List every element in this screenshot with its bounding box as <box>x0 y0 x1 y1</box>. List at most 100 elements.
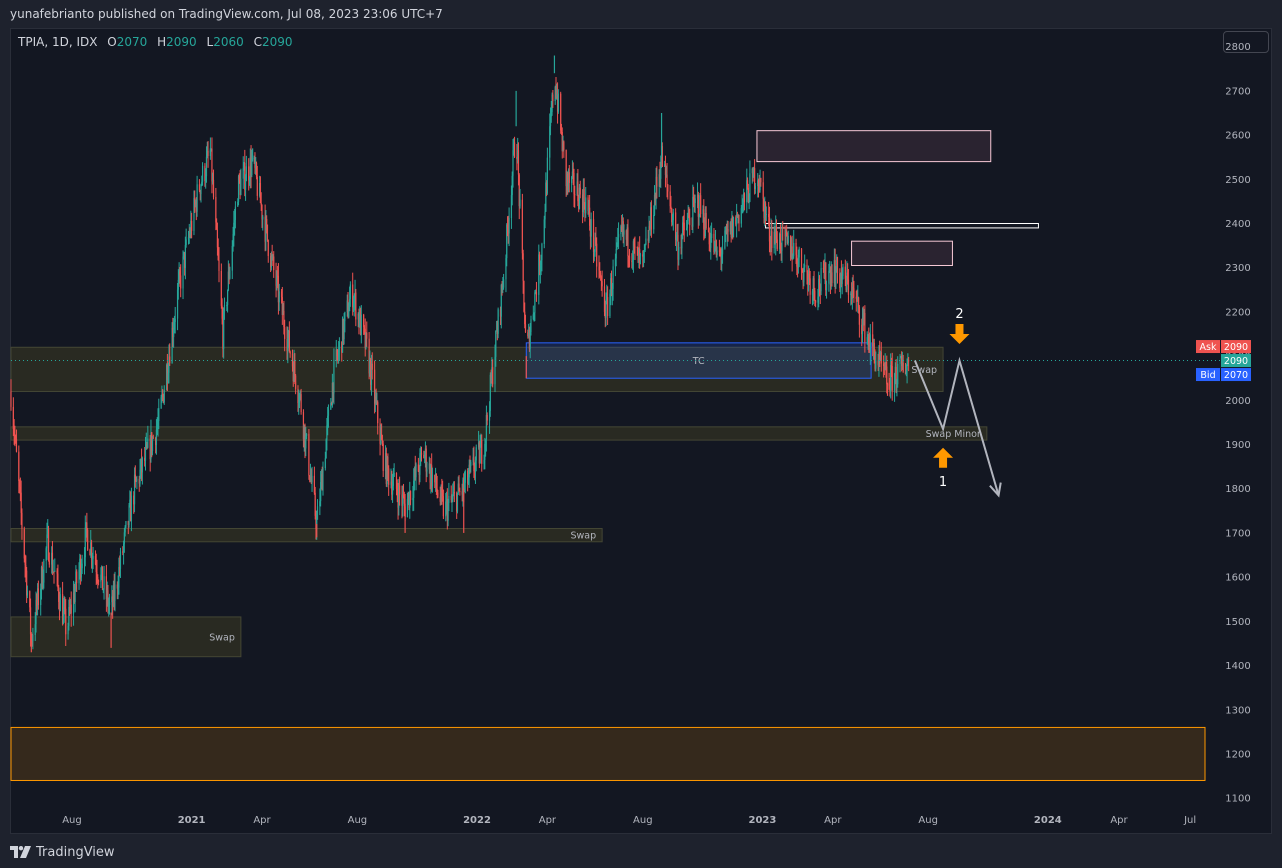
candle-body <box>67 625 69 635</box>
candle-body <box>31 638 33 642</box>
tag-ask-value: 2090 <box>1224 342 1248 353</box>
candle-body <box>445 499 448 502</box>
candle-body <box>760 178 762 183</box>
y-tick-label: 2000 <box>1225 396 1250 407</box>
candle-body <box>288 330 290 352</box>
candle-body <box>80 568 82 578</box>
candle-body <box>560 130 563 132</box>
candle-body <box>872 342 875 347</box>
candle-body <box>56 570 58 574</box>
candle-body <box>270 254 272 268</box>
x-tick-label: Apr <box>539 815 557 826</box>
candle-body <box>779 233 781 249</box>
candle-body <box>812 278 814 292</box>
candle-body <box>198 184 201 191</box>
candle-body <box>144 447 147 461</box>
candle-body <box>886 366 888 385</box>
candle-body <box>735 217 737 225</box>
candle-body <box>13 428 15 435</box>
candle-body <box>675 235 678 240</box>
candle-body <box>675 212 677 240</box>
candle-body <box>677 234 679 260</box>
candle-body <box>359 310 362 335</box>
candle-body <box>704 213 706 237</box>
candle-body <box>719 251 721 253</box>
candle-body <box>671 220 674 223</box>
candle-body <box>391 485 394 495</box>
candle-body <box>194 201 197 205</box>
candle-body <box>210 148 212 151</box>
candle-body <box>57 573 59 588</box>
candle-body <box>117 587 119 589</box>
candle-body <box>721 248 724 255</box>
candle-body <box>297 388 299 404</box>
candle-body <box>442 496 445 517</box>
candle-body <box>840 273 843 285</box>
candle-body <box>689 217 691 226</box>
candle-body <box>567 173 569 183</box>
candle-body <box>732 217 734 238</box>
candle-body <box>341 341 343 353</box>
candle-body <box>718 250 721 252</box>
candle-body <box>12 406 14 429</box>
candle-body <box>29 607 32 635</box>
candle-body <box>227 271 229 291</box>
candle-body <box>237 201 239 207</box>
tradingview-logo[interactable]: TradingView <box>10 845 115 860</box>
candle-body <box>119 567 121 569</box>
candle-body <box>501 285 503 290</box>
candle-body <box>303 424 305 440</box>
candle-body <box>850 293 853 300</box>
candle-body <box>79 558 81 570</box>
candle-body <box>261 205 263 220</box>
candle-body <box>610 278 612 294</box>
chart-control-box[interactable] <box>1223 31 1269 53</box>
candle-body <box>697 194 699 217</box>
candle-body <box>280 291 283 298</box>
candle-body <box>237 176 240 202</box>
candle-body <box>47 529 49 535</box>
candle-body <box>420 452 423 455</box>
candle-body <box>87 529 89 550</box>
candle-body <box>666 174 668 185</box>
candle-body <box>660 166 662 179</box>
candle-body <box>877 360 879 366</box>
candle-body <box>85 522 87 528</box>
y-tick-label: 2200 <box>1225 307 1250 318</box>
candle-body <box>535 292 537 294</box>
candle-body <box>150 432 152 460</box>
candle-body <box>491 367 493 381</box>
candle-body <box>327 415 329 426</box>
candle-body <box>437 492 439 497</box>
candle-body <box>311 475 313 483</box>
tradingview-brand: TradingView <box>36 844 115 860</box>
candle-body <box>217 247 219 261</box>
candle-body <box>869 334 871 353</box>
candle-body <box>174 318 176 322</box>
candle-body <box>686 220 688 229</box>
candle-body <box>732 217 735 238</box>
x-tick-label: Apr <box>824 815 842 826</box>
candle-body <box>226 304 228 306</box>
y-tick-label: 1500 <box>1225 617 1250 628</box>
candle-body <box>244 162 246 190</box>
candle-body <box>762 182 764 199</box>
candle-body <box>348 298 351 312</box>
candle-body <box>566 173 568 187</box>
candle-body <box>589 225 592 237</box>
zone-supply-6 <box>851 240 953 266</box>
candle-body <box>883 363 885 367</box>
y-tick-label: 1400 <box>1225 661 1250 672</box>
candle-body <box>58 601 61 611</box>
candle-body <box>599 273 602 278</box>
candle-body <box>281 297 283 315</box>
candle-body <box>489 374 491 411</box>
tag-ask-label: Ask <box>1200 342 1217 353</box>
candle-body <box>233 222 235 235</box>
candle-body <box>500 285 502 317</box>
candle-body <box>68 606 70 626</box>
candle-body <box>242 168 244 179</box>
candle-body <box>847 272 849 280</box>
candle-body <box>540 260 542 266</box>
